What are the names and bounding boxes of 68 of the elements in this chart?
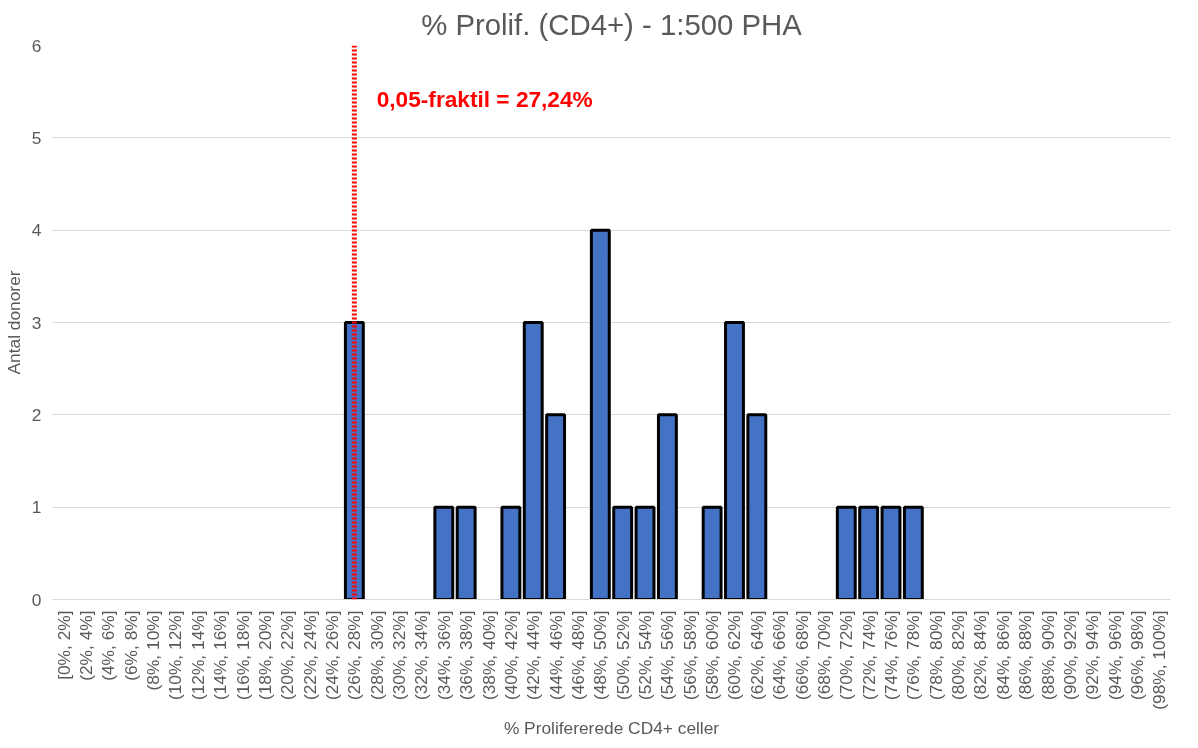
x-tick-label: (2%, 4%] — [76, 610, 97, 681]
y-tick-label: 6 — [31, 35, 42, 56]
x-tick-label: (58%, 60%] — [702, 610, 723, 701]
x-tick-label: (18%, 20%] — [254, 610, 275, 701]
x-tick-label: (44%, 46%] — [545, 610, 566, 701]
x-tick-label: (38%, 40%] — [478, 610, 499, 701]
x-tick-label: (62%, 64%] — [746, 610, 767, 701]
x-tick-label: (84%, 86%] — [992, 610, 1013, 701]
x-tick-label: (88%, 90%] — [1037, 610, 1058, 701]
x-tick-label: (78%, 80%] — [925, 610, 946, 701]
x-tick-label: (70%, 72%] — [836, 610, 857, 701]
x-tick-label: (72%, 74%] — [858, 610, 879, 701]
y-tick-label: 2 — [31, 404, 42, 425]
x-tick-label: (10%, 12%] — [165, 610, 186, 701]
y-axis-title: Antal donorer — [3, 270, 24, 375]
y-tick-label: 4 — [31, 220, 42, 241]
x-tick-label: (82%, 84%] — [970, 610, 991, 701]
x-tick-label: (90%, 92%] — [1059, 610, 1080, 701]
x-tick-label: (60%, 62%] — [724, 610, 745, 701]
x-tick-label: (46%, 48%] — [567, 610, 588, 701]
y-tick-label: 3 — [31, 312, 42, 333]
x-tick-label: (86%, 88%] — [1015, 610, 1036, 701]
x-tick-label: (30%, 32%] — [389, 610, 410, 701]
x-tick-label: (68%, 70%] — [813, 610, 834, 701]
bar — [500, 505, 522, 600]
x-tick-label: (54%, 56%] — [657, 610, 678, 701]
x-axis-title: % Prolifererede CD4+ celler — [503, 717, 720, 738]
x-tick-label: (34%, 36%] — [433, 610, 454, 701]
x-tick-label: (52%, 54%] — [635, 610, 656, 701]
x-tick-label: (28%, 30%] — [366, 610, 387, 701]
x-tick-label: (26%, 28%] — [344, 610, 365, 701]
bar — [634, 505, 656, 600]
x-tick-label: (66%, 68%] — [791, 610, 812, 701]
bar — [902, 505, 924, 600]
chart-title: % Prolif. (CD4+) - 1:500 PHA — [421, 7, 803, 41]
x-tick-label: (96%, 98%] — [1126, 610, 1147, 701]
bar — [880, 505, 902, 600]
x-tick-label: (20%, 22%] — [277, 610, 298, 701]
x-tick-label: (8%, 10%] — [143, 610, 164, 691]
y-tick-label: 5 — [31, 127, 42, 148]
x-tick-label: (24%, 26%] — [322, 610, 342, 701]
x-tick-label: (76%, 78%] — [903, 610, 924, 701]
x-tick-label: (42%, 44%] — [523, 610, 544, 701]
x-tick-label: (14%, 16%] — [210, 610, 231, 701]
x-tick-label: (6%, 8%] — [120, 610, 141, 681]
x-tick-label: (64%, 66%] — [769, 610, 790, 701]
x-tick-label: (36%, 38%] — [456, 610, 477, 701]
x-tick-label: (4%, 6%] — [98, 610, 119, 681]
x-tick-label: (56%, 58%] — [679, 610, 700, 701]
bar — [433, 505, 455, 600]
x-tick-label: (40%, 42%] — [500, 610, 521, 701]
x-tick-label: (12%, 14%] — [187, 610, 208, 701]
y-tick-label: 1 — [31, 497, 42, 518]
x-tick-label: (32%, 34%] — [411, 610, 432, 701]
x-tick-label: (80%, 82%] — [948, 610, 969, 701]
x-tick-label: (48%, 50%] — [590, 610, 611, 701]
x-tick-label: (98%, 100%] — [1149, 610, 1170, 710]
x-tick-label: (50%, 52%] — [612, 610, 633, 701]
x-tick-label: (94%, 96%] — [1104, 610, 1125, 701]
x-tick-label: (22%, 24%] — [299, 610, 320, 701]
y-tick-label: 0 — [31, 589, 42, 610]
x-tick-label: (16%, 18%] — [232, 610, 253, 701]
bar — [455, 505, 477, 600]
x-tick-label: [0%, 2%] — [53, 610, 74, 680]
bar — [656, 413, 678, 600]
x-tick-label: (92%, 94%] — [1082, 610, 1103, 701]
ref-line-label: 0,05-fraktil = 27,24% — [376, 85, 593, 112]
x-tick-label: (74%, 76%] — [881, 610, 901, 701]
